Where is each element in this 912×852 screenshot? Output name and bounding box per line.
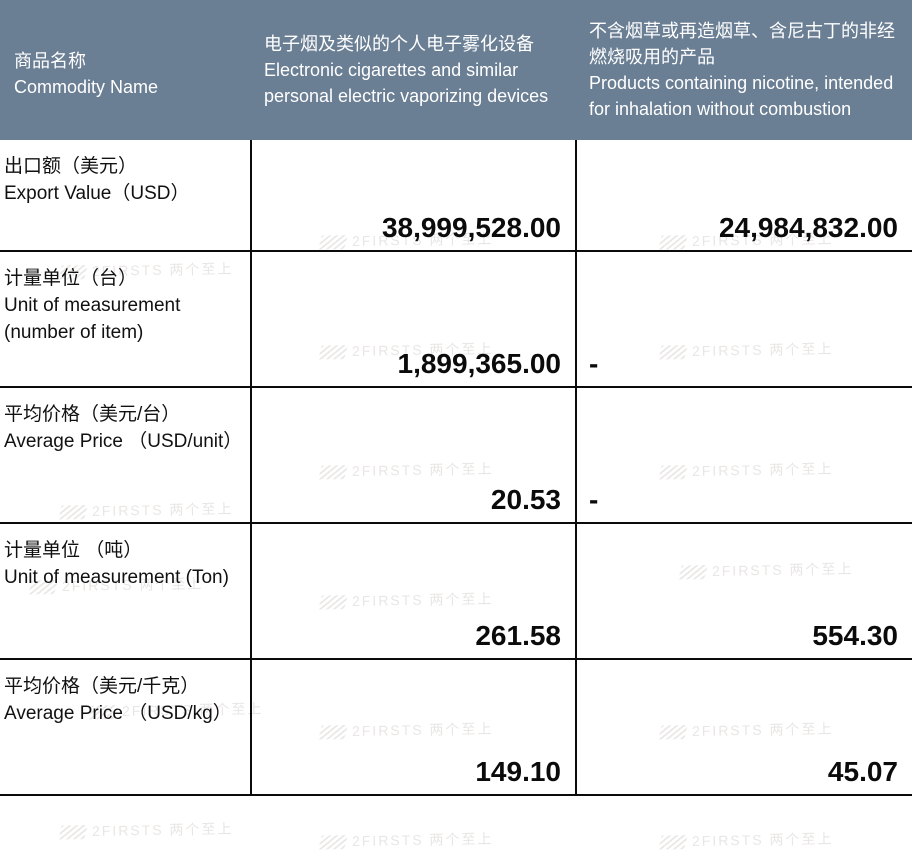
header-commodity-name: 商品名称 Commodity Name	[0, 0, 250, 140]
row-label: 计量单位（台）Unit of measurement (number of it…	[0, 252, 250, 388]
header-col2-en: Electronic cigarettes and similar person…	[264, 57, 560, 109]
watermark-text: 2FIRSTS 两个至上	[60, 818, 234, 841]
row-label: 出口额（美元） Export Value（USD）	[0, 140, 250, 252]
header-col2-zh: 电子烟及类似的个人电子雾化设备	[264, 31, 560, 57]
value-col2: 38,999,528.00	[250, 140, 575, 252]
commodity-table: 商品名称 Commodity Name 电子烟及类似的个人电子雾化设备 Elec…	[0, 0, 912, 796]
row-label-en: Unit of measurement (number of item)	[4, 293, 250, 346]
row-label-en: Unit of measurement (Ton)	[4, 565, 250, 592]
row-label: 平均价格（美元/千克）Average Price （USD/kg）	[0, 660, 250, 796]
watermark-text: 2FIRSTS 两个至上	[660, 828, 834, 851]
row-label-zh: 计量单位 （吨）	[4, 538, 250, 565]
header-col3-en: Products containing nicotine, intended f…	[589, 70, 897, 122]
value-col3: -	[575, 388, 912, 524]
header-col1-en: Commodity Name	[14, 74, 235, 100]
value-col3: 24,984,832.00	[575, 140, 912, 252]
header-col3-zh: 不含烟草或再造烟草、含尼古丁的非经燃烧吸用的产品	[589, 18, 897, 70]
value-col2: 149.10	[250, 660, 575, 796]
value-col3: 554.30	[575, 524, 912, 660]
value-col2: 261.58	[250, 524, 575, 660]
row-label-zh: 出口额（美元）	[4, 154, 250, 181]
value-col2: 20.53	[250, 388, 575, 524]
header-col3: 不含烟草或再造烟草、含尼古丁的非经燃烧吸用的产品 Products contai…	[575, 0, 912, 140]
row-label: 计量单位 （吨）Unit of measurement (Ton)	[0, 524, 250, 660]
value-col3: -	[575, 252, 912, 388]
header-col2: 电子烟及类似的个人电子雾化设备 Electronic cigarettes an…	[250, 0, 575, 140]
row-label-en: Average Price （USD/kg）	[4, 701, 250, 728]
watermark-text: 2FIRSTS 两个至上	[320, 828, 494, 851]
value-col3: 45.07	[575, 660, 912, 796]
row-label-en: Average Price （USD/unit）	[4, 429, 250, 456]
row-label-zh: 平均价格（美元/千克）	[4, 674, 250, 701]
row-label: 平均价格（美元/台）Average Price （USD/unit）	[0, 388, 250, 524]
row-label-zh: 平均价格（美元/台）	[4, 402, 250, 429]
row-label-zh: 计量单位（台）	[4, 266, 250, 293]
row-label-en: Export Value（USD）	[4, 181, 250, 208]
value-col2: 1,899,365.00	[250, 252, 575, 388]
header-col1-zh: 商品名称	[14, 48, 235, 74]
